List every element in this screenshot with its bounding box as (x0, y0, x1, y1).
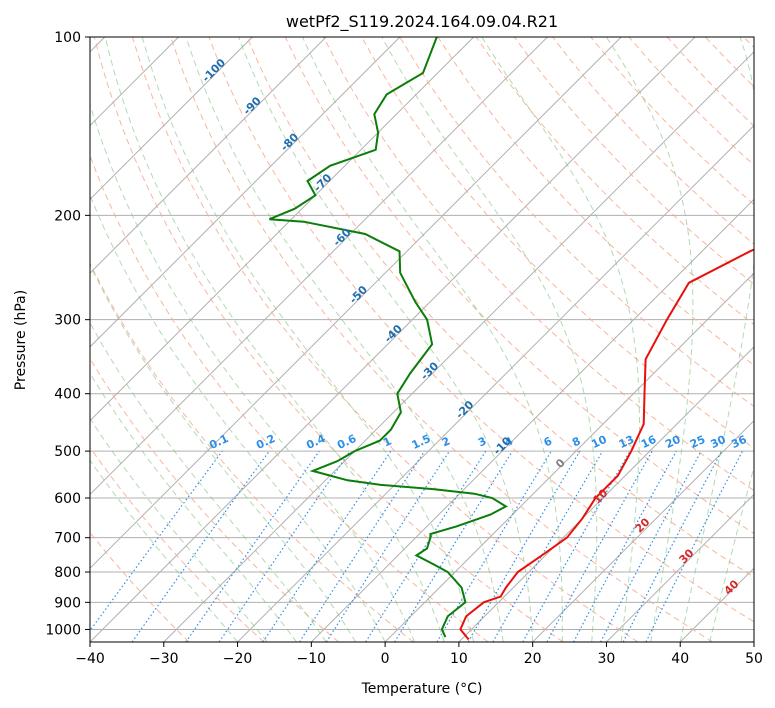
mixing-ratio-line (394, 450, 513, 642)
isotherm-line (384, 272, 754, 642)
dry-adiabat-line (93, 37, 564, 642)
moist-adiabat-line (90, 102, 416, 642)
dewpoint-profile-line (269, 37, 508, 638)
y-tick-label: 900 (54, 595, 81, 611)
dry-adiabat-line (90, 262, 414, 642)
isotherm-line (90, 37, 327, 274)
mixing-ratio-line (90, 450, 223, 632)
dry-adiabat-line (513, 37, 754, 285)
mixing-ratio-line (522, 450, 631, 642)
dry-adiabat-line (437, 37, 754, 366)
y-tick-label: 600 (54, 491, 81, 507)
mixing-ratio-line (218, 450, 351, 642)
y-tick-label: 1000 (45, 622, 81, 638)
moist-adiabat-line (90, 193, 386, 642)
moist-adiabat-line (238, 37, 534, 642)
mixing-ratio-label: 20 (663, 433, 683, 451)
plot-frame (89, 36, 755, 643)
dry-adiabat-line (399, 37, 754, 408)
x-tick-label: 30 (598, 651, 616, 667)
moist-adiabat-line (90, 417, 268, 642)
y-tick-label: 300 (54, 313, 81, 329)
x-tick-label: −40 (75, 651, 105, 667)
x-tick-label: 50 (745, 651, 763, 667)
isotherm-line (90, 37, 696, 642)
temperature-profile-line (459, 248, 754, 641)
mixing-ratio-label: 13 (617, 433, 636, 451)
y-tick-label: 800 (54, 565, 81, 581)
mixing-ratio-line (645, 450, 744, 642)
chart-title: wetPf2_S119.2024.164.09.04.R21 (286, 12, 558, 32)
moist-adiabat-line (141, 37, 475, 642)
x-tick-label: 0 (381, 651, 390, 667)
dry-adiabat-line (132, 37, 639, 642)
isotherm-line (163, 51, 754, 642)
moist-adiabat-line (302, 37, 563, 642)
moist-adiabat-line (90, 459, 238, 642)
mixing-ratio-label: 16 (639, 433, 659, 451)
y-axis-label: Pressure (hPa) (13, 290, 29, 390)
mixing-ratio-line (325, 450, 450, 642)
moist-adiabat-line (90, 263, 357, 642)
x-axis-label: Temperature (°C) (361, 681, 483, 697)
x-tick-label: −10 (297, 651, 327, 667)
mixing-ratio-label: 36 (729, 433, 749, 451)
x-tick-label: 40 (671, 651, 689, 667)
x-tick-label: 10 (450, 651, 468, 667)
y-tick-label: 500 (54, 444, 81, 460)
y-tick-label: 400 (54, 387, 81, 403)
dry-adiabat-line (284, 37, 754, 535)
dry-adiabat-line (208, 37, 754, 623)
isotherm-line (90, 37, 401, 348)
y-tick-label: 700 (54, 531, 81, 547)
sounding-profiles (269, 37, 754, 641)
mixing-ratio-label: 25 (688, 433, 707, 451)
moist-adiabat-line (185, 37, 504, 642)
y-tick-label: 200 (54, 208, 81, 224)
mixing-ratio-line (299, 450, 426, 642)
mixing-ratio-line (262, 450, 392, 642)
moist-adiabat-line (709, 464, 754, 642)
isotherm-line (90, 37, 253, 201)
isotherm-line (237, 124, 754, 642)
isotherm-line (458, 346, 754, 642)
dry-adiabat-line (246, 37, 754, 578)
reference-lines (90, 37, 754, 642)
mixing-ratio-line (546, 450, 653, 642)
dry-adiabat-line (170, 37, 713, 642)
x-tick-label: 20 (524, 651, 542, 667)
dry-adiabat-line (323, 37, 754, 492)
mixing-ratio-label: 10 (589, 433, 609, 451)
mixing-ratio-line (572, 450, 677, 642)
mixing-ratio-label: 30 (709, 433, 729, 451)
moist-adiabat-line (90, 372, 297, 642)
moist-adiabat-line (679, 37, 754, 642)
dry-adiabat-line (475, 37, 754, 326)
isotherm-line (606, 493, 754, 642)
moist-adiabat-line (90, 321, 327, 642)
dry-adiabat-line (90, 357, 339, 642)
mixing-ratio-line (185, 450, 320, 642)
isotherm-line (90, 37, 622, 569)
x-tick-label: −20 (223, 651, 253, 667)
isotherm-line (90, 37, 548, 496)
dry-adiabat-line (90, 446, 265, 642)
moist-adiabat-line (481, 37, 640, 642)
moist-adiabat-line (104, 37, 445, 642)
moist-adiabat-line (381, 37, 598, 642)
isotherm-line (90, 37, 475, 422)
y-tick-label: 100 (54, 30, 81, 46)
mixing-ratio-line (131, 450, 270, 642)
isotherm-line (532, 419, 754, 642)
axes: −40 −30 −20 −10 0 10 20 30 40 50 100 200 300 400 500 60… (45, 30, 763, 667)
x-tick-label: −30 (149, 651, 179, 667)
